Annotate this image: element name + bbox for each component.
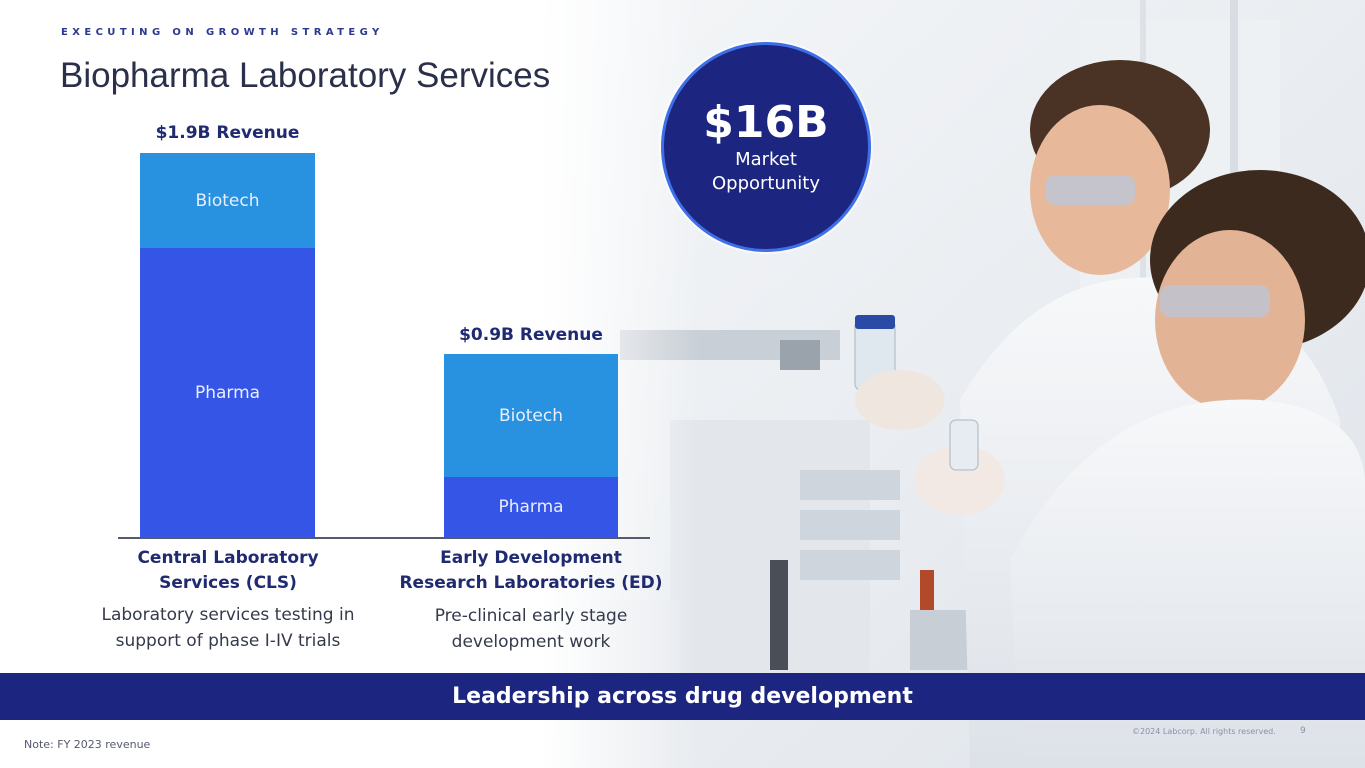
cls-category-label: Central Laboratory Services (CLS)	[78, 546, 378, 596]
page-number: 9	[1300, 726, 1306, 736]
ed-category-line1: Early Development	[440, 548, 622, 568]
market-value: $16B	[703, 97, 829, 148]
ed-biotech-label: Biotech	[498, 405, 564, 426]
cls-biotech-label: Biotech	[195, 190, 260, 211]
ed-pharma-segment: Pharma	[444, 477, 618, 537]
ed-category-label: Early Development Research Laboratories …	[381, 546, 681, 596]
section-eyebrow: EXECUTING ON GROWTH STRATEGY	[61, 27, 384, 38]
cls-biotech-segment: Biotech	[140, 153, 315, 248]
ed-revenue-label: $0.9B Revenue	[459, 325, 603, 345]
cls-category-line1: Central Laboratory	[137, 548, 319, 568]
cls-description-line1: Laboratory services testing in	[101, 605, 355, 625]
cls-description-line2: support of phase I-IV trials	[115, 631, 341, 651]
ed-description-line1: Pre-clinical early stage	[434, 606, 628, 626]
cls-pharma-segment: Pharma	[140, 248, 315, 537]
market-label-line1: Market	[735, 149, 797, 170]
ed-category-line2: Research Laboratories (ED)	[399, 573, 663, 593]
banner-text: Leadership across drug development	[452, 684, 913, 709]
market-label-line2: Opportunity	[711, 173, 821, 194]
slide-title: Biopharma Laboratory Services	[60, 56, 551, 95]
cls-category-line2: Services (CLS)	[159, 573, 297, 593]
footnote: Note: FY 2023 revenue	[24, 738, 151, 751]
ed-biotech-segment: Biotech	[444, 354, 618, 477]
ed-pharma-label: Pharma	[498, 497, 564, 517]
cls-pharma-label: Pharma	[194, 382, 261, 403]
market-opportunity-badge: $16B Market Opportunity	[661, 42, 871, 252]
cls-revenue-label: $1.9B Revenue	[155, 123, 300, 143]
copyright: ©2024 Labcorp. All rights reserved.	[1132, 727, 1276, 736]
cls-description: Laboratory services testing in support o…	[78, 602, 378, 654]
leadership-banner: Leadership across drug development	[0, 673, 1365, 720]
ed-description: Pre-clinical early stage development wor…	[381, 603, 681, 655]
chart-baseline	[118, 537, 650, 539]
ed-description-line2: development work	[451, 632, 611, 652]
